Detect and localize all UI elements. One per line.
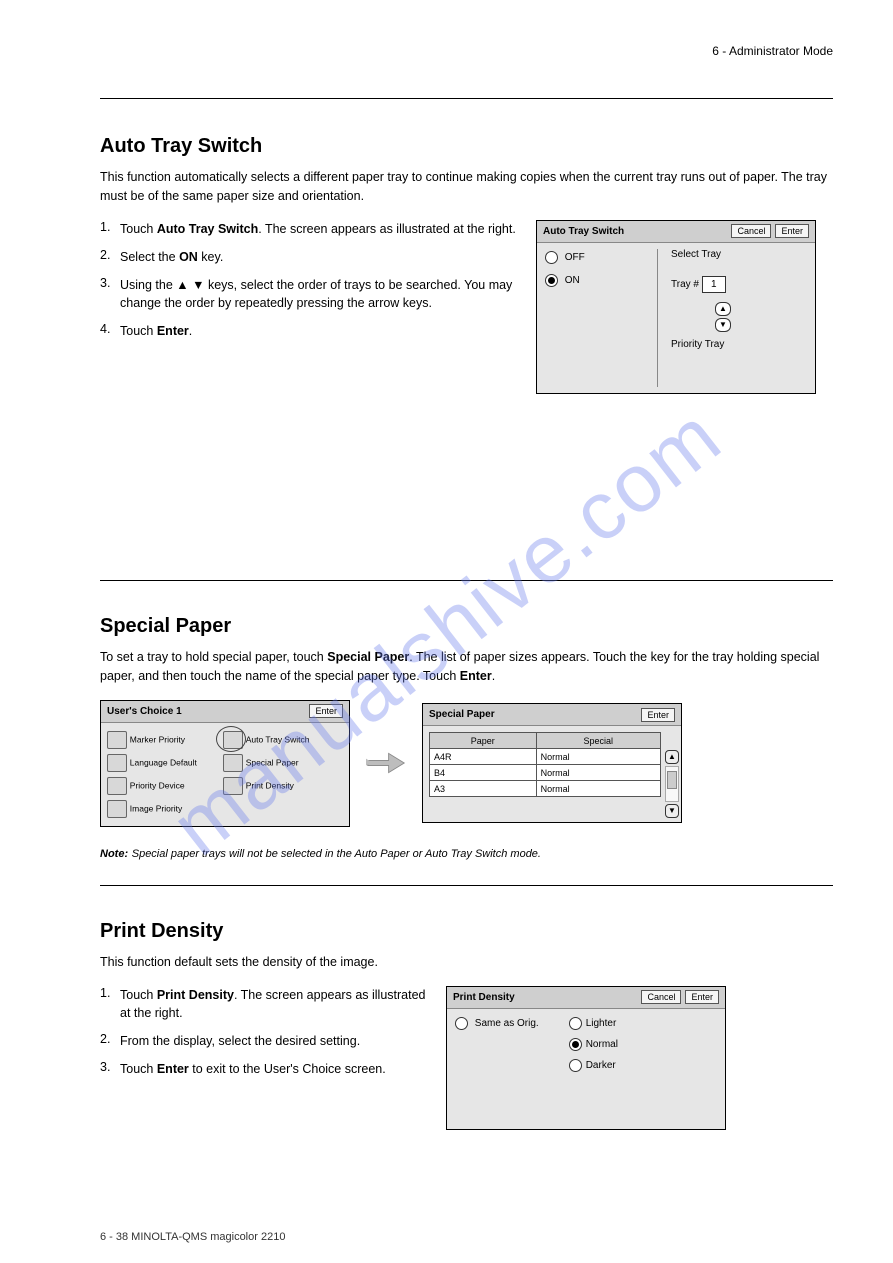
radio-off-label: OFF: [565, 252, 585, 263]
print-density-button[interactable]: [223, 777, 243, 795]
special-paper-screen: Special Paper Enter Paper Special A4RNor…: [422, 703, 682, 823]
auto-step-3: 3. Using the ▲ ▼ keys, select the order …: [100, 276, 520, 312]
section-title-special: Special Paper: [100, 615, 833, 638]
table-row[interactable]: A3Normal: [430, 781, 661, 797]
cancel-button[interactable]: Cancel: [641, 990, 681, 1004]
radio-normal[interactable]: [569, 1038, 582, 1051]
radio-on[interactable]: [545, 274, 558, 287]
print-density-screen: Print Density Cancel Enter Same as Orig.…: [446, 986, 726, 1130]
scroll-down-button[interactable]: ▼: [665, 804, 679, 818]
menu-item[interactable]: [107, 777, 127, 795]
users-choice-screen: User's Choice 1 Enter Marker Priority La…: [100, 700, 350, 827]
arrow-right-icon: [366, 743, 406, 783]
radio-lighter-label: Lighter: [586, 1018, 617, 1029]
table-row[interactable]: A4RNormal: [430, 749, 661, 765]
tray-down-button[interactable]: ▼: [715, 318, 731, 332]
screen-title: Print Density: [453, 992, 515, 1003]
auto-step-1: 1. Touch Auto Tray Switch. The screen ap…: [100, 220, 520, 238]
screen-title: User's Choice 1: [107, 706, 182, 717]
menu-item[interactable]: [107, 800, 127, 818]
density-step-1: 1. Touch Print Density. The screen appea…: [100, 986, 430, 1022]
density-step-2: 2. From the display, select the desired …: [100, 1032, 430, 1050]
scroll-up-button[interactable]: ▲: [665, 750, 679, 764]
section-intro-special: To set a tray to hold special paper, tou…: [100, 648, 833, 686]
enter-button[interactable]: Enter: [775, 224, 809, 238]
enter-button[interactable]: Enter: [685, 990, 719, 1004]
special-paper-button[interactable]: [223, 754, 243, 772]
radio-normal-label: Normal: [586, 1039, 618, 1050]
cancel-button[interactable]: Cancel: [731, 224, 771, 238]
tray-number-value: 1: [702, 276, 726, 293]
table-header: Special: [536, 733, 660, 749]
screen-title: Special Paper: [429, 709, 495, 720]
radio-on-label: ON: [565, 275, 580, 286]
auto-step-2: 2. Select the ON key.: [100, 248, 520, 266]
table-scrollbar[interactable]: ▲ ▼: [665, 750, 679, 818]
page-footer: 6 - 38 MINOLTA-QMS magicolor 2210: [0, 1231, 893, 1243]
screen-title: Auto Tray Switch: [543, 226, 624, 237]
tray-up-button[interactable]: ▲: [715, 302, 731, 316]
auto-tray-switch-button[interactable]: [223, 731, 243, 749]
radio-same-label: Same as Orig.: [475, 1018, 539, 1029]
auto-tray-screen: Auto Tray Switch Cancel Enter OFF ON Sel…: [536, 220, 816, 394]
up-down-icon: ▲ ▼: [176, 278, 204, 292]
radio-lighter[interactable]: [569, 1017, 582, 1030]
tray-number-label: Tray #: [671, 279, 699, 290]
priority-tray-caption: Priority Tray: [671, 339, 807, 350]
auto-step-4: 4. Touch Enter.: [100, 322, 520, 340]
radio-darker[interactable]: [569, 1059, 582, 1072]
section-title-density: Print Density: [100, 920, 833, 943]
radio-darker-label: Darker: [586, 1060, 616, 1071]
table-row[interactable]: B4Normal: [430, 765, 661, 781]
enter-button[interactable]: Enter: [641, 708, 675, 722]
section-title-auto-tray: Auto Tray Switch: [100, 135, 833, 158]
density-step-3: 3. Touch Enter to exit to the User's Cho…: [100, 1060, 430, 1078]
select-tray-label: Select Tray: [671, 249, 807, 260]
radio-same-as-orig[interactable]: [455, 1017, 468, 1030]
note-label: Note:: [100, 848, 128, 860]
menu-item[interactable]: [107, 754, 127, 772]
menu-item[interactable]: [107, 731, 127, 749]
page-header: 6 - Administrator Mode: [712, 44, 833, 58]
radio-off[interactable]: [545, 251, 558, 264]
table-header: Paper: [430, 733, 537, 749]
special-paper-table: Paper Special A4RNormal B4Normal A3Norma…: [429, 732, 661, 797]
enter-button[interactable]: Enter: [309, 704, 343, 718]
section-intro-density: This function default sets the density o…: [100, 953, 833, 972]
section-intro-auto-tray: This function automatically selects a di…: [100, 168, 833, 206]
note-text: Special paper trays will not be selected…: [132, 848, 541, 860]
